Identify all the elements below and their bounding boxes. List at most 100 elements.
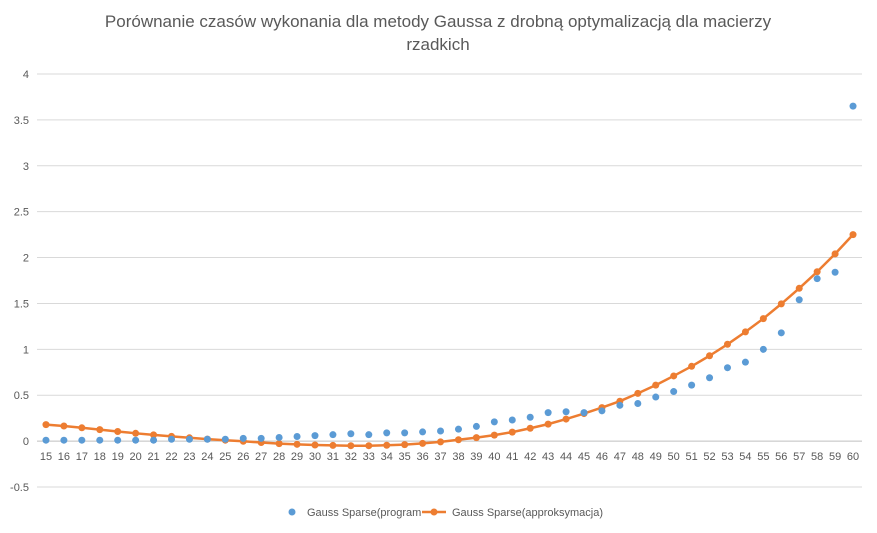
x-tick-label: 32 xyxy=(345,451,357,463)
x-tick-label: 52 xyxy=(703,451,715,463)
x-tick-label: 54 xyxy=(739,451,751,463)
data-point-program xyxy=(759,345,767,353)
data-point-program xyxy=(239,434,247,442)
y-tick-label: 1.5 xyxy=(14,298,29,310)
x-tick-label: 24 xyxy=(201,451,213,463)
x-tick-label: 21 xyxy=(147,451,159,463)
data-point-program xyxy=(419,428,427,436)
data-point-program xyxy=(185,435,193,443)
data-point-program xyxy=(437,427,445,435)
x-tick-label: 20 xyxy=(130,451,142,463)
data-point-program xyxy=(526,413,534,421)
x-tick-label: 57 xyxy=(793,451,805,463)
x-tick-label: 39 xyxy=(470,451,482,463)
x-tick-label: 25 xyxy=(219,451,231,463)
data-point-program xyxy=(96,436,104,444)
x-tick-label: 45 xyxy=(578,451,590,463)
x-tick-label: 38 xyxy=(452,451,464,463)
data-point-program xyxy=(311,432,319,440)
data-point-approximation xyxy=(60,422,68,430)
x-tick-label: 41 xyxy=(506,451,518,463)
y-tick-label: -0.5 xyxy=(10,482,29,494)
x-tick-label: 33 xyxy=(363,451,375,463)
data-point-program xyxy=(347,430,355,438)
data-point-approximation xyxy=(652,381,660,389)
x-tick-label: 36 xyxy=(416,451,428,463)
series-line-approximation xyxy=(45,233,854,447)
data-point-program xyxy=(275,433,283,441)
data-point-program xyxy=(490,418,498,426)
chart-title-line-1: Porównanie czasów wykonania dla metody G… xyxy=(105,12,772,31)
data-point-program xyxy=(580,409,588,417)
data-point-approximation xyxy=(293,440,301,448)
data-point-approximation xyxy=(132,429,140,437)
y-tick-label: 3 xyxy=(23,161,29,173)
legend-marker-approximation xyxy=(430,508,438,516)
data-point-approximation xyxy=(813,268,821,276)
data-point-program xyxy=(777,329,785,337)
y-tick-label: 1 xyxy=(23,344,29,356)
data-point-program xyxy=(472,422,480,430)
data-point-approximation xyxy=(401,441,409,449)
plot-area xyxy=(42,102,857,450)
data-point-approximation xyxy=(759,315,767,323)
x-tick-label: 40 xyxy=(488,451,500,463)
legend-label-program: Gauss Sparse(program xyxy=(307,507,421,519)
data-point-program xyxy=(293,433,301,441)
x-tick-label: 18 xyxy=(94,451,106,463)
data-point-program xyxy=(741,358,749,366)
x-tick-label: 28 xyxy=(273,451,285,463)
x-axis-tick-labels: 15 16 17 18 19 20 21 22 23 24 25 26 27 28 29 30 31 32 33 34… xyxy=(40,451,859,463)
x-tick-label: 30 xyxy=(309,451,321,463)
data-point-approximation xyxy=(795,284,803,292)
data-point-program xyxy=(562,408,570,416)
data-point-approximation xyxy=(670,372,678,380)
x-tick-label: 60 xyxy=(847,451,859,463)
x-tick-label: 26 xyxy=(237,451,249,463)
data-point-program xyxy=(813,275,821,283)
data-point-approximation xyxy=(96,426,104,434)
x-tick-label: 31 xyxy=(327,451,339,463)
y-tick-label: 2.5 xyxy=(14,207,29,219)
data-point-program xyxy=(723,364,731,372)
data-point-approximation xyxy=(329,441,337,449)
data-point-program xyxy=(508,416,516,424)
data-point-program xyxy=(795,296,803,304)
x-tick-label: 42 xyxy=(524,451,536,463)
data-point-program xyxy=(221,435,229,443)
data-point-program xyxy=(652,393,660,401)
x-tick-label: 50 xyxy=(668,451,680,463)
chart-title-line-2: rzadkich xyxy=(406,35,469,54)
x-tick-label: 27 xyxy=(255,451,267,463)
data-point-program xyxy=(257,434,265,442)
x-tick-label: 49 xyxy=(650,451,662,463)
data-point-approximation xyxy=(723,340,731,348)
data-point-approximation xyxy=(347,442,355,450)
data-point-program xyxy=(42,436,50,444)
data-point-program xyxy=(60,436,68,444)
data-point-approximation xyxy=(706,352,714,360)
x-tick-label: 43 xyxy=(542,451,554,463)
data-point-approximation xyxy=(777,300,785,308)
x-tick-label: 35 xyxy=(399,451,411,463)
x-tick-label: 51 xyxy=(685,451,697,463)
data-point-approximation xyxy=(150,431,158,439)
data-point-approximation xyxy=(490,431,498,439)
data-point-approximation xyxy=(437,438,445,446)
y-tick-label: 3.5 xyxy=(14,115,29,127)
x-tick-label: 48 xyxy=(632,451,644,463)
data-point-program xyxy=(168,435,176,443)
data-point-program xyxy=(598,407,606,415)
data-point-program xyxy=(78,436,86,444)
x-tick-label: 22 xyxy=(165,451,177,463)
data-point-approximation xyxy=(562,415,570,423)
x-tick-label: 59 xyxy=(829,451,841,463)
data-point-program xyxy=(329,431,337,439)
x-tick-label: 46 xyxy=(596,451,608,463)
data-point-program xyxy=(454,425,462,433)
x-tick-label: 37 xyxy=(434,451,446,463)
x-tick-label: 53 xyxy=(721,451,733,463)
data-point-approximation xyxy=(311,441,319,449)
